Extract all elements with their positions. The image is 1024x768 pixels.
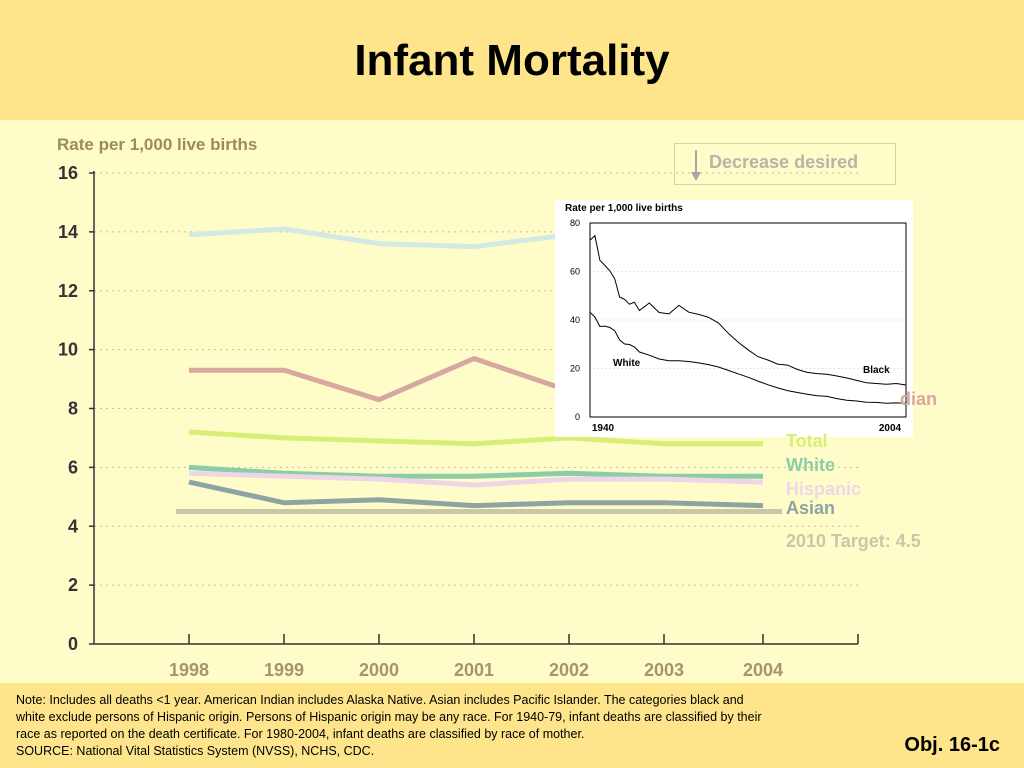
footer-band [0,683,1024,768]
x-tick-label: 2004 [743,660,783,680]
x-tick-label: 1998 [169,660,209,680]
chart-canvas: Rate per 1,000 live births 0 2 4 6 8 10 12 14 16… [57,135,937,680]
y-tick-label: 14 [58,222,78,242]
main-axes [89,171,859,645]
inset-gridlines [590,271,906,369]
footnote: Note: Includes all deaths <1 year. Ameri… [16,692,876,760]
inset-x-tick-label: 1940 [592,423,615,434]
decrease-desired-indicator: Decrease desired [674,143,896,185]
footnote-source: SOURCE: National Vital Statistics System… [16,744,375,758]
legend-target: 2010 Target: 4.5 [786,531,921,551]
inset-background [555,200,913,437]
x-tick-label: 2001 [454,660,494,680]
series-line-white [188,464,763,479]
inset-label-black: Black [863,365,890,376]
y-axis-label: Rate per 1,000 live births [57,135,257,154]
x-tick-label: 2000 [359,660,399,680]
main-y-tick-labels: 0 2 4 6 8 10 12 14 16 [58,163,78,654]
series-line-asian [188,479,764,509]
x-tick-label: 2002 [549,660,589,680]
inset-x-tick-labels: 1940 2004 [592,423,902,434]
inset-y-tick-label: 40 [570,315,580,325]
legend-hispanic: Hispanic [786,479,861,499]
title-bar [0,0,1024,120]
y-tick-label: 6 [68,457,78,477]
y-tick-label: 4 [68,516,78,536]
y-tick-label: 12 [58,281,78,301]
y-tick-label: 8 [68,399,78,419]
inset-y-tick-label: 80 [570,218,580,228]
series-line-hispanic [188,470,764,488]
inset-x-tick-label: 2004 [879,423,902,434]
footnote-line: race as reported on the death certificat… [16,727,585,741]
inset-label-white: White [613,358,641,369]
x-tick-label: 1999 [264,660,304,680]
main-x-tick-labels: 1998 1999 2000 2001 2002 2003 2004 [169,660,783,680]
main-series-lines [188,226,764,509]
inset-series-line-white [589,311,907,404]
legend-white: White [786,455,835,475]
objective-label: Obj. 16-1c [904,734,1000,756]
y-tick-label: 10 [58,340,78,360]
main-legend: dian Total White Hispanic Asian 2010 Tar… [786,389,937,551]
legend-total: Total [786,431,828,451]
inset-series-line-black [589,234,907,386]
inset-y-tick-label: 0 [575,412,580,422]
inset-y-tick-labels: 0 20 40 60 80 [570,218,580,422]
legend-american-indian: dian [900,389,937,409]
inset-y-tick-label: 60 [570,267,580,277]
down-arrow-icon [691,150,701,181]
inset-y-tick-label: 20 [570,364,580,374]
y-tick-label: 2 [68,575,78,595]
y-tick-label: 16 [58,163,78,183]
inset-plot-frame [589,222,907,418]
legend-asian: Asian [786,498,835,518]
series-line-american-indian [189,356,570,403]
decrease-desired-label: Decrease desired [709,152,859,172]
series-line-total [188,429,763,447]
footnote-line: white exclude persons of Hispanic origin… [16,710,762,724]
inset-y-axis-label: Rate per 1,000 live births [565,203,683,214]
x-tick-label: 2003 [644,660,684,680]
inset-series-lines [589,234,907,404]
historical-inset-chart: Rate per 1,000 live births 0 20 40 60 80 194… [555,200,913,437]
footnote-line: Note: Includes all deaths <1 year. Ameri… [16,693,744,707]
series-line-black [188,226,570,250]
y-tick-label: 0 [68,634,78,654]
page-title: Infant Mortality [354,36,670,85]
